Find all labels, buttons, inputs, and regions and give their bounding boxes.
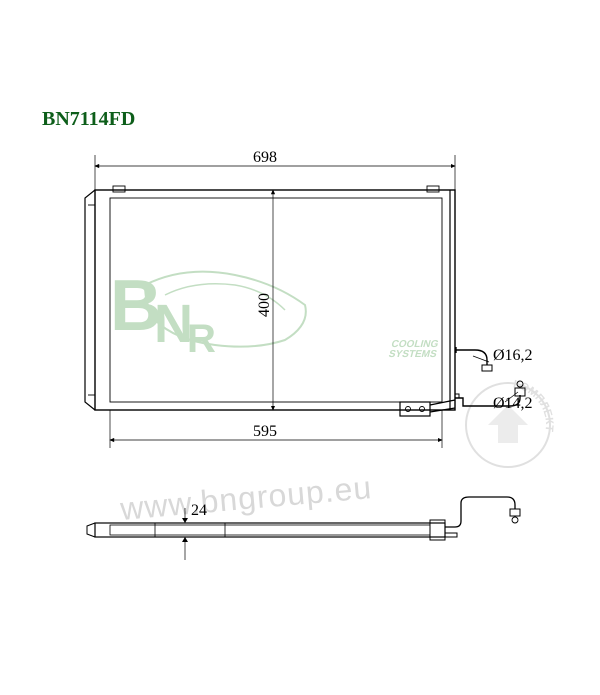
svg-text:Ø14,2: Ø14,2 xyxy=(493,395,533,412)
dim-port2-dia: Ø14,2 xyxy=(493,392,533,412)
technical-drawing: 698 xyxy=(55,150,555,610)
dim-core-width: 595 xyxy=(110,410,442,448)
svg-text:595: 595 xyxy=(253,423,277,440)
svg-text:24: 24 xyxy=(191,502,207,519)
condenser-top-view xyxy=(87,497,520,540)
part-number-label: BN7114FD xyxy=(42,108,135,131)
dim-core-height: 400 xyxy=(256,190,273,410)
svg-text:Ø16,2: Ø16,2 xyxy=(493,347,533,364)
svg-text:698: 698 xyxy=(253,150,277,166)
dim-thickness: 24 xyxy=(170,502,207,560)
condenser-front-view xyxy=(85,186,525,416)
dim-port1-dia: Ø16,2 xyxy=(473,347,533,364)
port-upper xyxy=(455,347,492,371)
dim-overall-width: 698 xyxy=(95,150,455,190)
svg-text:400: 400 xyxy=(256,293,273,317)
